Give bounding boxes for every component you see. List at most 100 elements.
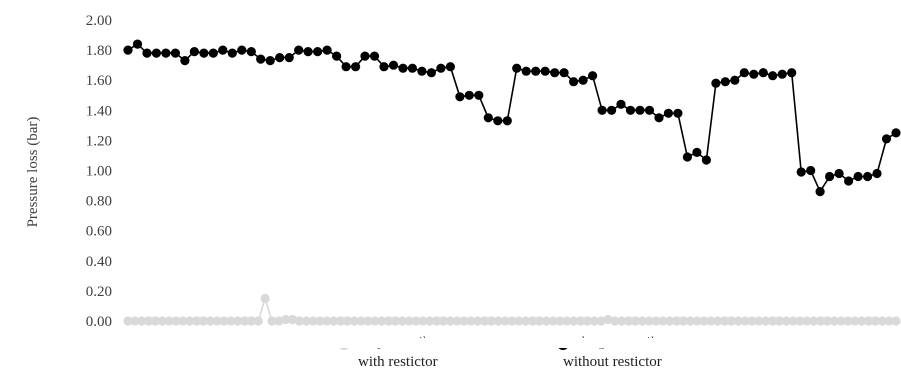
data-point bbox=[397, 316, 407, 326]
data-point bbox=[356, 316, 366, 326]
data-point bbox=[170, 48, 180, 58]
data-point bbox=[747, 316, 757, 326]
data-point bbox=[308, 316, 318, 326]
data-point bbox=[407, 63, 417, 73]
data-point bbox=[624, 316, 634, 326]
data-point bbox=[521, 66, 531, 76]
data-point bbox=[569, 316, 579, 326]
data-point bbox=[507, 316, 517, 326]
data-point bbox=[459, 316, 469, 326]
data-point bbox=[445, 62, 455, 72]
data-point bbox=[142, 48, 152, 58]
data-point bbox=[872, 168, 882, 179]
data-point bbox=[161, 48, 171, 58]
data-point bbox=[635, 105, 645, 115]
data-point bbox=[870, 316, 881, 326]
data-point bbox=[370, 316, 380, 326]
data-point bbox=[426, 68, 436, 78]
data-point bbox=[480, 316, 490, 326]
data-point bbox=[493, 316, 503, 326]
data-point bbox=[864, 316, 874, 326]
data-point bbox=[726, 316, 737, 326]
data-point bbox=[802, 316, 812, 326]
data-point bbox=[692, 147, 702, 157]
data-point bbox=[171, 316, 181, 326]
data-point bbox=[576, 316, 586, 326]
y-tick-label: 1.80 bbox=[86, 43, 112, 59]
data-point bbox=[665, 316, 675, 326]
data-point bbox=[597, 105, 607, 115]
data-point bbox=[151, 48, 161, 58]
data-point bbox=[740, 316, 750, 326]
data-point bbox=[240, 316, 250, 326]
data-point bbox=[739, 68, 749, 78]
data-point bbox=[341, 62, 351, 72]
data-point bbox=[486, 316, 496, 326]
data-point bbox=[607, 105, 617, 115]
data-point bbox=[531, 66, 541, 76]
y-tick-label: 0.60 bbox=[86, 224, 112, 240]
data-point bbox=[843, 316, 853, 326]
data-point bbox=[588, 71, 598, 81]
data-point bbox=[445, 316, 455, 326]
legend: tanpa restriktor dengan restriktor with … bbox=[330, 335, 750, 369]
data-point bbox=[730, 75, 740, 85]
series-0 bbox=[123, 293, 901, 326]
data-point bbox=[578, 75, 588, 85]
y-tick-label: 2.00 bbox=[86, 13, 112, 29]
data-point bbox=[644, 105, 655, 115]
data-point bbox=[473, 316, 483, 326]
data-point bbox=[178, 316, 188, 326]
data-point bbox=[379, 62, 389, 72]
data-point bbox=[436, 63, 446, 73]
data-point bbox=[483, 113, 493, 123]
data-point bbox=[829, 316, 839, 326]
data-point bbox=[761, 316, 771, 326]
data-point bbox=[749, 69, 759, 79]
data-point bbox=[528, 316, 538, 326]
data-point bbox=[275, 53, 285, 63]
data-point bbox=[534, 316, 545, 326]
series-1 bbox=[123, 39, 901, 197]
y-tick-label: 1.40 bbox=[86, 103, 112, 119]
data-point bbox=[363, 316, 373, 326]
data-point bbox=[768, 71, 778, 81]
data-point bbox=[512, 63, 522, 73]
data-point bbox=[550, 68, 560, 78]
data-point bbox=[891, 316, 901, 326]
data-point bbox=[123, 45, 133, 55]
data-point bbox=[651, 316, 661, 326]
data-point bbox=[603, 314, 613, 325]
data-point bbox=[548, 316, 558, 326]
data-point bbox=[788, 316, 798, 326]
legend-label-with-restictor: with restictor bbox=[358, 354, 438, 369]
data-point bbox=[711, 78, 721, 88]
data-point bbox=[630, 316, 641, 326]
data-point bbox=[682, 152, 693, 162]
data-point bbox=[417, 66, 427, 76]
data-point bbox=[315, 316, 325, 326]
data-point bbox=[329, 316, 339, 326]
data-point bbox=[706, 316, 716, 326]
data-point bbox=[836, 316, 846, 326]
data-point bbox=[881, 134, 892, 144]
y-tick-label: 0.20 bbox=[86, 284, 112, 300]
data-point bbox=[654, 113, 664, 123]
data-point bbox=[774, 316, 785, 326]
data-point bbox=[360, 51, 370, 61]
data-point bbox=[267, 316, 277, 326]
data-point bbox=[884, 316, 894, 326]
data-point bbox=[781, 316, 791, 326]
data-point bbox=[672, 316, 682, 326]
data-point bbox=[246, 316, 256, 326]
data-point bbox=[294, 45, 304, 55]
data-point bbox=[796, 167, 806, 177]
data-point bbox=[284, 53, 294, 63]
data-point bbox=[521, 316, 531, 326]
data-point bbox=[219, 316, 229, 326]
data-point bbox=[199, 48, 209, 58]
data-point bbox=[589, 316, 599, 326]
data-point bbox=[720, 77, 730, 87]
data-point bbox=[246, 47, 256, 57]
